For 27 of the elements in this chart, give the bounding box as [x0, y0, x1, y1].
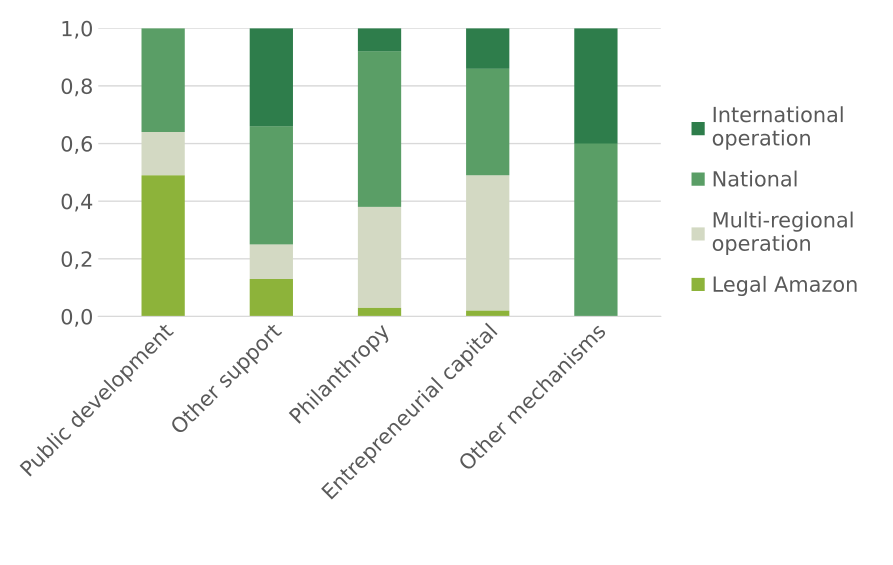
bar [142, 132, 185, 176]
bar [250, 126, 293, 244]
bar [574, 28, 618, 144]
legend-label: Multi-regional operation [712, 212, 853, 256]
legend-label: International operation [712, 106, 843, 150]
y-tick-label: 0,4 [62, 194, 92, 212]
bar [250, 278, 293, 316]
bar [358, 206, 402, 308]
y-tick-label: 0,0 [62, 308, 92, 327]
bar [466, 28, 510, 69]
bar [250, 244, 293, 279]
y-tick-label: 1,0 [62, 20, 92, 39]
bar [466, 175, 510, 311]
bar [142, 28, 185, 132]
y-tick-label: 0,6 [62, 136, 92, 154]
bar [358, 308, 402, 316]
bar [574, 144, 618, 316]
y-tick-label: 0,2 [62, 251, 92, 270]
legend-label: Legal Amazon [714, 276, 857, 296]
bar [250, 28, 293, 126]
bar [358, 51, 402, 207]
bar [466, 68, 510, 176]
legend-label: National [714, 170, 797, 187]
bar [358, 28, 402, 52]
y-tick-label: 0,8 [62, 78, 92, 96]
bar [466, 310, 510, 316]
bar [142, 175, 185, 316]
